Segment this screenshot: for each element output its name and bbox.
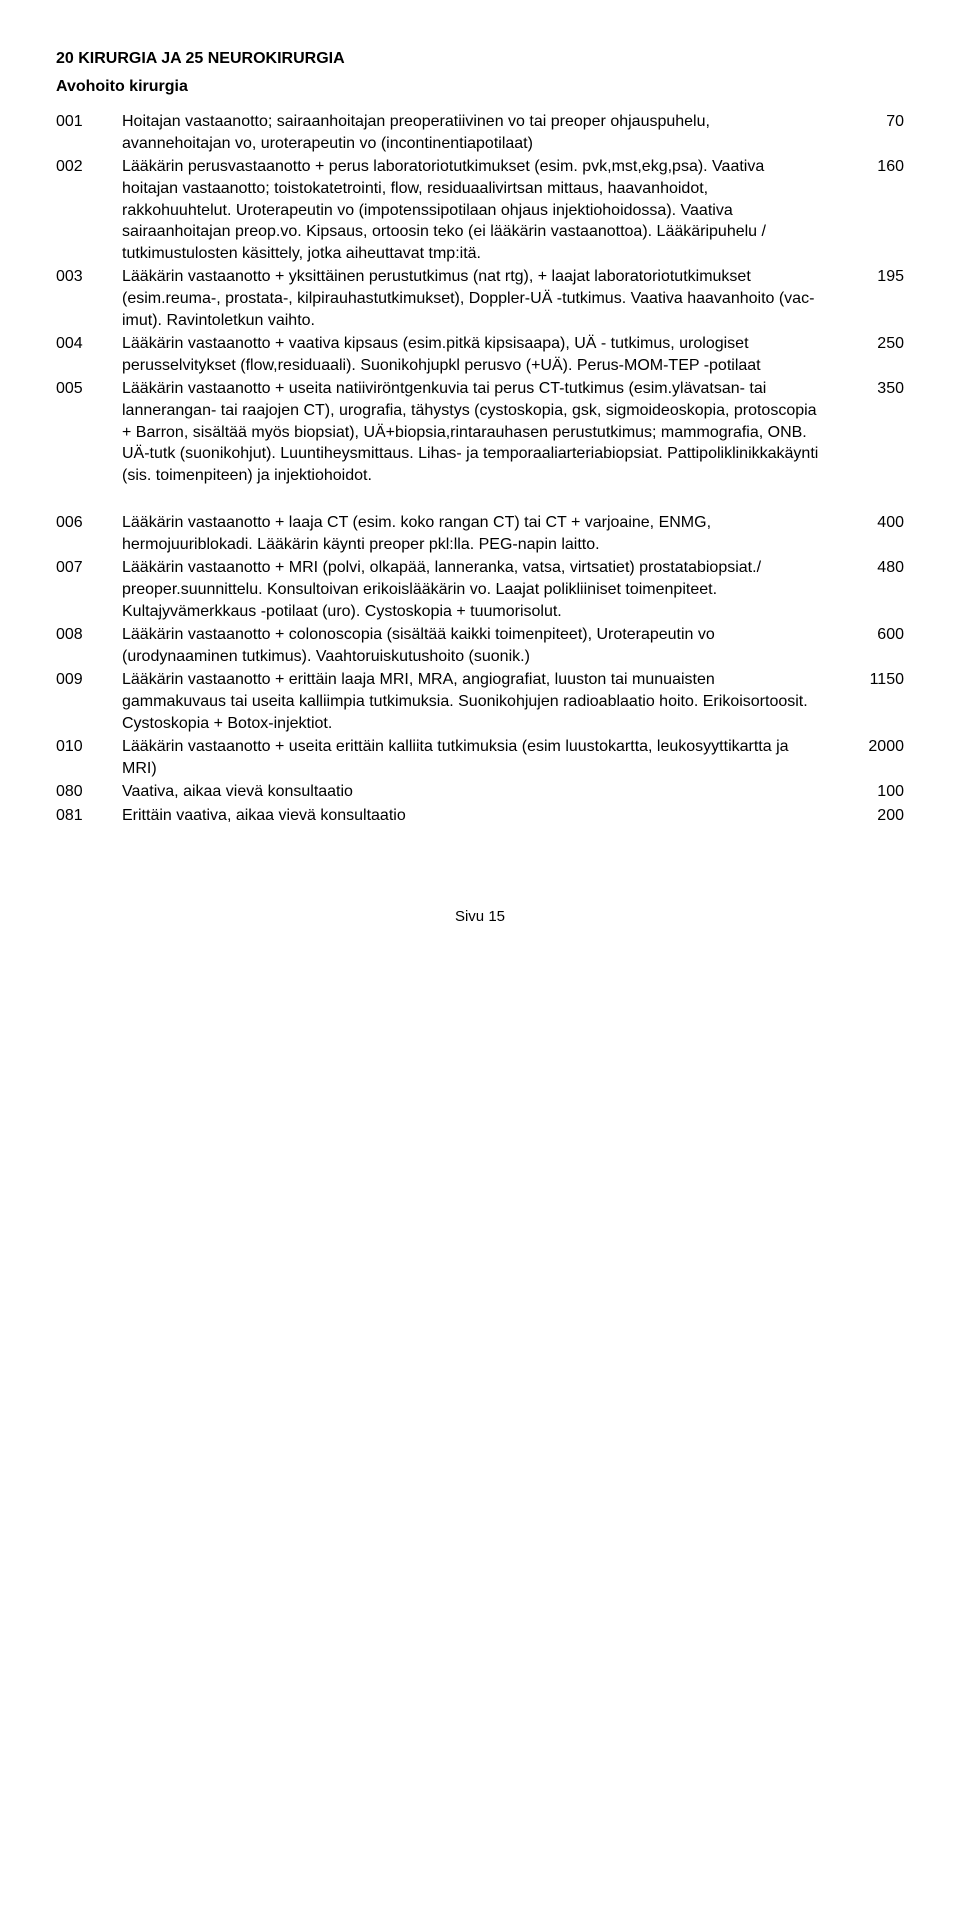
item-value: 350 <box>844 378 904 400</box>
item-code: 003 <box>56 266 122 288</box>
item-description: Lääkärin perusvastaanotto + perus labora… <box>122 156 844 264</box>
item-value: 600 <box>844 624 904 646</box>
item-value: 70 <box>844 111 904 133</box>
item-description: Lääkärin vastaanotto + colonoscopia (sis… <box>122 624 844 667</box>
item-description: Lääkärin vastaanotto + erittäin laaja MR… <box>122 669 844 734</box>
page-footer: Sivu 15 <box>56 907 904 927</box>
item-code: 007 <box>56 557 122 579</box>
list-item: 001Hoitajan vastaanotto; sairaanhoitajan… <box>56 111 904 154</box>
page-subheading: Avohoito kirurgia <box>56 76 904 98</box>
item-code: 010 <box>56 736 122 758</box>
block-gap <box>56 488 904 512</box>
item-value: 480 <box>844 557 904 579</box>
item-description: Lääkärin vastaanotto + laaja CT (esim. k… <box>122 512 844 555</box>
item-description: Hoitajan vastaanotto; sairaanhoitajan pr… <box>122 111 844 154</box>
item-value: 1150 <box>844 669 904 691</box>
list-item: 005Lääkärin vastaanotto + useita natiivi… <box>56 378 904 486</box>
item-code: 008 <box>56 624 122 646</box>
item-value: 250 <box>844 333 904 355</box>
item-code: 009 <box>56 669 122 691</box>
list-item: 009Lääkärin vastaanotto + erittäin laaja… <box>56 669 904 734</box>
item-description: Lääkärin vastaanotto + useita natiivirön… <box>122 378 844 486</box>
item-code: 081 <box>56 805 122 827</box>
item-value: 100 <box>844 781 904 803</box>
list-item: 002Lääkärin perusvastaanotto + perus lab… <box>56 156 904 264</box>
item-description: Lääkärin vastaanotto + yksittäinen perus… <box>122 266 844 331</box>
items-block-a: 001Hoitajan vastaanotto; sairaanhoitajan… <box>56 111 904 486</box>
list-item: 008Lääkärin vastaanotto + colonoscopia (… <box>56 624 904 667</box>
list-item: 004Lääkärin vastaanotto + vaativa kipsau… <box>56 333 904 376</box>
list-item: 006Lääkärin vastaanotto + laaja CT (esim… <box>56 512 904 555</box>
item-code: 004 <box>56 333 122 355</box>
list-item: 081Erittäin vaativa, aikaa vievä konsult… <box>56 805 904 827</box>
item-value: 2000 <box>844 736 904 758</box>
item-code: 005 <box>56 378 122 400</box>
items-block-b: 006Lääkärin vastaanotto + laaja CT (esim… <box>56 512 904 826</box>
item-description: Lääkärin vastaanotto + useita erittäin k… <box>122 736 844 779</box>
list-item: 007Lääkärin vastaanotto + MRI (polvi, ol… <box>56 557 904 622</box>
page-heading: 20 KIRURGIA JA 25 NEUROKIRURGIA <box>56 48 904 70</box>
item-value: 200 <box>844 805 904 827</box>
list-item: 003Lääkärin vastaanotto + yksittäinen pe… <box>56 266 904 331</box>
item-description: Vaativa, aikaa vievä konsultaatio <box>122 781 844 803</box>
list-item: 010Lääkärin vastaanotto + useita erittäi… <box>56 736 904 779</box>
item-description: Lääkärin vastaanotto + MRI (polvi, olkap… <box>122 557 844 622</box>
item-value: 195 <box>844 266 904 288</box>
item-description: Erittäin vaativa, aikaa vievä konsultaat… <box>122 805 844 827</box>
item-code: 002 <box>56 156 122 178</box>
item-code: 006 <box>56 512 122 534</box>
item-code: 080 <box>56 781 122 803</box>
item-code: 001 <box>56 111 122 133</box>
item-description: Lääkärin vastaanotto + vaativa kipsaus (… <box>122 333 844 376</box>
list-item: 080Vaativa, aikaa vievä konsultaatio100 <box>56 781 904 803</box>
item-value: 160 <box>844 156 904 178</box>
item-value: 400 <box>844 512 904 534</box>
